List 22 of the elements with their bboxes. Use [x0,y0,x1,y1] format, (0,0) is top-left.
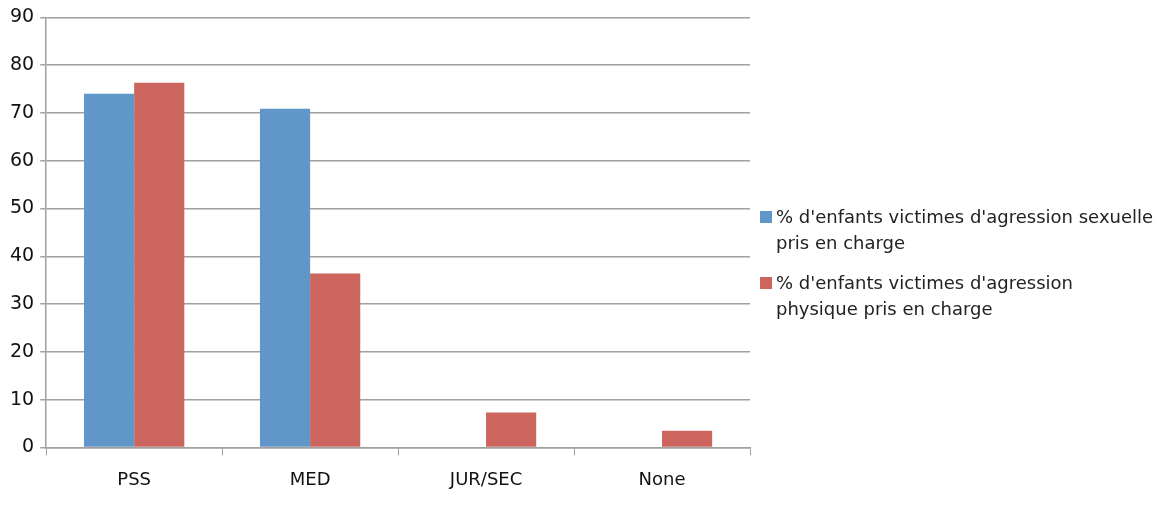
y-tick-label: 30 [9,291,35,313]
bar [84,93,135,447]
bar [134,82,185,447]
x-tick-label: MED [289,467,331,489]
y-tick-label: 70 [9,99,35,122]
bar [259,108,311,447]
y-tick-label: 60 [9,147,35,170]
x-tick-label: None [638,467,686,489]
legend-label: % d'enfants victimes d'agression physique pris en charge [776,270,1075,321]
legend-label: % d'enfants victimes d'agression sexuelle pris en charge [776,204,1155,255]
bar [486,412,537,447]
y-tick-label: 10 [9,386,35,409]
y-tick-label: 40 [9,243,35,266]
y-tick-label: 0 [22,434,35,457]
x-tick-label: PSS [117,467,152,489]
bar [662,430,713,447]
y-tick-label: 80 [9,52,35,75]
y-tick-label: 50 [9,195,35,218]
bar [310,273,361,447]
x-tick-label: JUR/SEC [448,467,523,489]
y-tick-label: 90 [9,4,35,27]
y-tick-label: 20 [9,338,35,361]
